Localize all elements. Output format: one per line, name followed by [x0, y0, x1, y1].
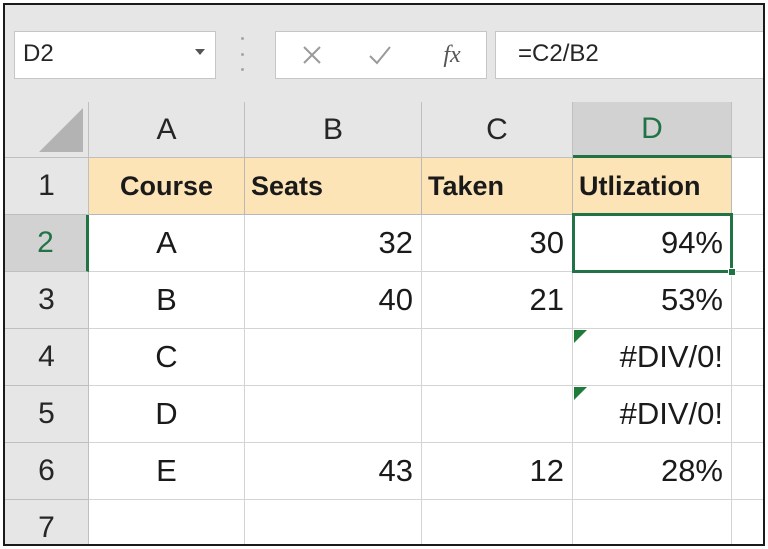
cell-b7[interactable]: [245, 500, 422, 544]
row-header-2[interactable]: 2: [5, 215, 89, 272]
column-header-b[interactable]: B: [245, 102, 422, 158]
formula-text: =C2/B2: [518, 40, 599, 67]
cell-b1[interactable]: Seats: [245, 158, 422, 215]
row-header-4[interactable]: 4: [5, 329, 89, 386]
cell-b4[interactable]: [245, 329, 422, 386]
cell-d2[interactable]: 94%: [573, 215, 732, 272]
cell-a3[interactable]: B: [89, 272, 245, 329]
excel-window: D2 fx =C2/B2: [3, 3, 765, 546]
cell-d5-value: #DIV/0!: [619, 396, 723, 431]
cell-c1[interactable]: Taken: [422, 158, 573, 215]
cell-d6[interactable]: 28%: [573, 443, 732, 500]
error-indicator-icon[interactable]: [574, 330, 587, 343]
close-icon: [303, 46, 321, 64]
row-header-7[interactable]: 7: [5, 500, 89, 544]
cell-a1[interactable]: Course: [89, 158, 245, 215]
formula-input[interactable]: =C2/B2: [495, 31, 763, 79]
spreadsheet-grid: A B C D 1 2 3 4 5 6 7 Course Seats Taken…: [5, 102, 763, 544]
cell-d7[interactable]: [573, 500, 732, 544]
column-header-d[interactable]: D: [573, 102, 732, 158]
select-all-button[interactable]: [5, 102, 89, 158]
cancel-button[interactable]: [282, 32, 342, 78]
row-header-3[interactable]: 3: [5, 272, 89, 329]
cell-e4[interactable]: [732, 329, 763, 386]
select-all-triangle-icon: [39, 108, 83, 152]
cell-a4[interactable]: C: [89, 329, 245, 386]
row-header-5[interactable]: 5: [5, 386, 89, 443]
formula-bar: D2 fx =C2/B2: [5, 5, 763, 102]
cell-c6[interactable]: 12: [422, 443, 573, 500]
cell-a5[interactable]: D: [89, 386, 245, 443]
check-icon: [369, 46, 391, 65]
enter-button[interactable]: [350, 32, 410, 78]
error-indicator-icon[interactable]: [574, 387, 587, 400]
cell-d3[interactable]: 53%: [573, 272, 732, 329]
cell-a6[interactable]: E: [89, 443, 245, 500]
drag-handle-icon[interactable]: [239, 37, 245, 71]
cell-d1[interactable]: Utlization: [573, 158, 732, 215]
column-header-c[interactable]: C: [422, 102, 573, 158]
cell-b2[interactable]: 32: [245, 215, 422, 272]
insert-function-button[interactable]: fx: [422, 32, 482, 78]
cell-b3[interactable]: 40: [245, 272, 422, 329]
cell-b6[interactable]: 43: [245, 443, 422, 500]
cell-e1[interactable]: [732, 158, 763, 215]
cell-b5[interactable]: [245, 386, 422, 443]
fill-handle[interactable]: [728, 268, 736, 276]
cell-c2[interactable]: 30: [422, 215, 573, 272]
fx-icon: fx: [443, 41, 461, 68]
cell-c7[interactable]: [422, 500, 573, 544]
column-header-a[interactable]: A: [89, 102, 245, 158]
name-box[interactable]: D2: [14, 31, 216, 79]
cell-e6[interactable]: [732, 443, 763, 500]
cell-d4-value: #DIV/0!: [619, 339, 723, 374]
cell-e5[interactable]: [732, 386, 763, 443]
cell-e3[interactable]: [732, 272, 763, 329]
cell-a7[interactable]: [89, 500, 245, 544]
cell-e7[interactable]: [732, 500, 763, 544]
cell-d4[interactable]: #DIV/0!: [573, 329, 732, 386]
chevron-down-icon[interactable]: [195, 49, 205, 55]
row-header-6[interactable]: 6: [5, 443, 89, 500]
name-box-value: D2: [23, 40, 54, 67]
cell-c5[interactable]: [422, 386, 573, 443]
cell-c3[interactable]: 21: [422, 272, 573, 329]
cell-e2[interactable]: [732, 215, 763, 272]
cell-d5[interactable]: #DIV/0!: [573, 386, 732, 443]
cell-c4[interactable]: [422, 329, 573, 386]
row-header-1[interactable]: 1: [5, 158, 89, 215]
cell-a2[interactable]: A: [89, 215, 245, 272]
formula-buttons: fx: [275, 31, 487, 79]
column-header-e[interactable]: [732, 102, 763, 158]
